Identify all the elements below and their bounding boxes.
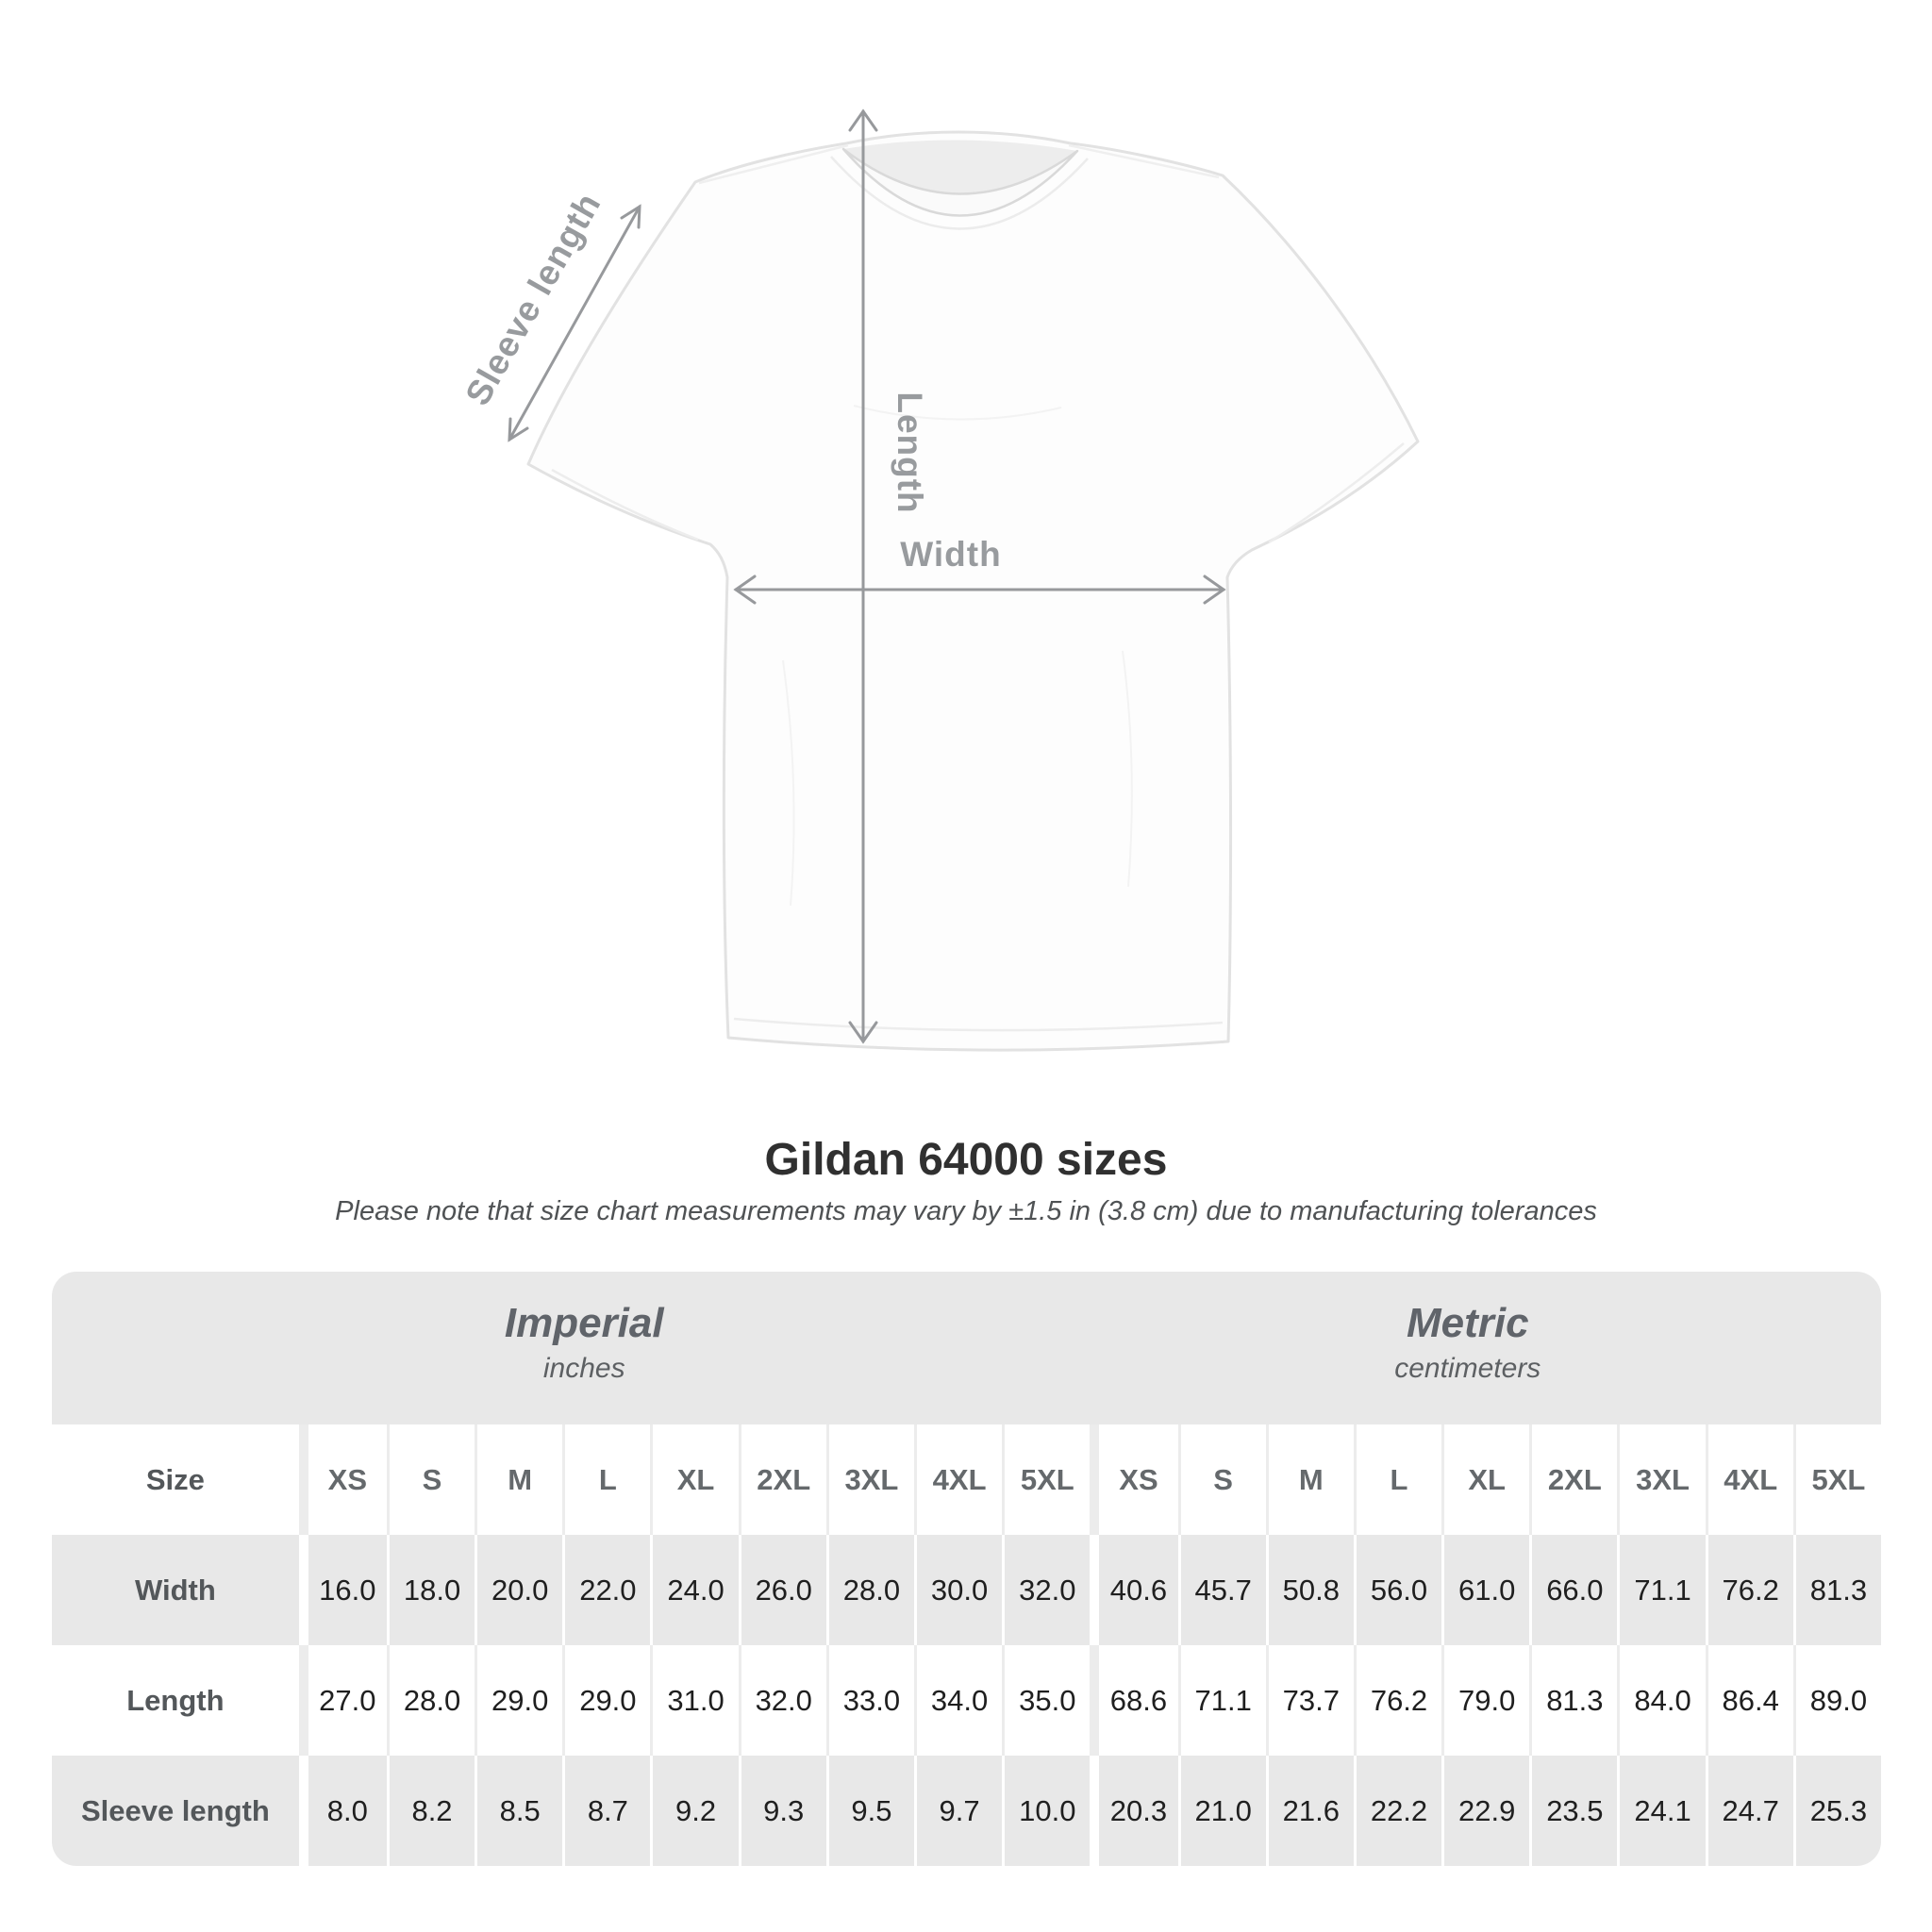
size-header-imperial-2xl: 2XL — [738, 1424, 826, 1535]
value-metric: 20.3 — [1090, 1756, 1178, 1866]
metric-header: Metric centimeters — [1394, 1299, 1541, 1390]
size-header-imperial-m: M — [475, 1424, 563, 1535]
value-metric: 81.3 — [1529, 1645, 1618, 1756]
size-header-imperial-4xl: 4XL — [914, 1424, 1003, 1535]
value-metric: 40.6 — [1090, 1535, 1178, 1645]
value-imperial: 29.0 — [475, 1645, 563, 1756]
size-header-imperial-s: S — [386, 1424, 475, 1535]
value-metric: 66.0 — [1529, 1535, 1618, 1645]
size-header-metric-5xl: 5XL — [1792, 1424, 1881, 1535]
value-metric: 84.0 — [1617, 1645, 1706, 1756]
width-label: Width — [900, 535, 1001, 574]
value-metric: 71.1 — [1177, 1645, 1266, 1756]
imperial-unit: inches — [542, 1353, 625, 1385]
size-header-metric-4xl: 4XL — [1705, 1424, 1793, 1535]
value-metric: 86.4 — [1705, 1645, 1793, 1756]
size-header-imperial-xl: XL — [650, 1424, 739, 1535]
value-imperial: 32.0 — [1002, 1535, 1091, 1645]
value-metric: 21.0 — [1177, 1756, 1266, 1866]
size-grid: Size XS S M L XL 2XL 3XL 4XL 5XL XS S M L XL 2XL 3XL 4XL 5… — [52, 1424, 1881, 1866]
value-imperial: 10.0 — [1002, 1756, 1091, 1866]
value-metric: 24.7 — [1705, 1756, 1793, 1866]
value-imperial: 35.0 — [1002, 1645, 1091, 1756]
value-metric: 25.3 — [1792, 1756, 1881, 1866]
size-header-metric-m: M — [1265, 1424, 1354, 1535]
value-imperial: 9.3 — [738, 1756, 826, 1866]
size-header-imperial-xs: XS — [298, 1424, 387, 1535]
units-header-band: Imperial inches Metric centimeters — [52, 1272, 1881, 1424]
value-metric: 56.0 — [1353, 1535, 1442, 1645]
value-metric: 81.3 — [1792, 1535, 1881, 1645]
value-imperial: 20.0 — [475, 1535, 563, 1645]
value-metric: 73.7 — [1265, 1645, 1354, 1756]
value-imperial: 8.0 — [298, 1756, 387, 1866]
value-imperial: 31.0 — [650, 1645, 739, 1756]
metric-title: Metric — [1406, 1300, 1529, 1347]
tolerance-note: Please note that size chart measurements… — [335, 1196, 1597, 1226]
size-header-metric-3xl: 3XL — [1617, 1424, 1706, 1535]
value-imperial: 30.0 — [914, 1535, 1003, 1645]
value-imperial: 29.0 — [562, 1645, 651, 1756]
value-metric: 24.1 — [1617, 1756, 1706, 1866]
value-metric: 23.5 — [1529, 1756, 1618, 1866]
value-metric: 89.0 — [1792, 1645, 1881, 1756]
size-header-metric-xl: XL — [1441, 1424, 1530, 1535]
size-header-metric-xs: XS — [1090, 1424, 1178, 1535]
size-header-imperial-5xl: 5XL — [1002, 1424, 1091, 1535]
value-imperial: 33.0 — [825, 1645, 914, 1756]
row-label-width: Width — [52, 1535, 299, 1645]
value-imperial: 8.5 — [475, 1756, 563, 1866]
value-imperial: 9.5 — [825, 1756, 914, 1866]
value-imperial: 32.0 — [738, 1645, 826, 1756]
page-title: Gildan 64000 sizes — [764, 1135, 1168, 1185]
size-header-imperial-l: L — [562, 1424, 651, 1535]
metric-unit: centimeters — [1394, 1353, 1541, 1385]
value-metric: 79.0 — [1441, 1645, 1530, 1756]
value-metric: 21.6 — [1265, 1756, 1354, 1866]
value-imperial: 9.2 — [650, 1756, 739, 1866]
row-label-length: Length — [52, 1645, 299, 1756]
value-imperial: 22.0 — [562, 1535, 651, 1645]
size-table: Imperial inches Metric centimeters Size X… — [52, 1272, 1881, 1866]
row-label-sleeve-length: Sleeve length — [52, 1756, 299, 1866]
value-imperial: 34.0 — [914, 1645, 1003, 1756]
value-imperial: 8.7 — [562, 1756, 651, 1866]
value-metric: 61.0 — [1441, 1535, 1530, 1645]
value-metric: 45.7 — [1177, 1535, 1266, 1645]
value-metric: 76.2 — [1353, 1645, 1442, 1756]
width-arrow — [733, 575, 1226, 605]
value-imperial: 27.0 — [298, 1645, 387, 1756]
sleeve-length-arrow — [508, 204, 641, 442]
value-metric: 71.1 — [1617, 1535, 1706, 1645]
tshirt-image — [526, 130, 1420, 1052]
value-imperial: 26.0 — [738, 1535, 826, 1645]
imperial-title: Imperial — [504, 1300, 664, 1347]
tshirt-measurement-diagram: Length Width Sleeve length — [458, 108, 1420, 1052]
value-imperial: 16.0 — [298, 1535, 387, 1645]
size-header-metric-l: L — [1353, 1424, 1442, 1535]
value-metric: 76.2 — [1705, 1535, 1793, 1645]
size-header-imperial-3xl: 3XL — [825, 1424, 914, 1535]
length-label: Length — [891, 391, 929, 513]
value-metric: 22.2 — [1353, 1756, 1442, 1866]
value-metric: 22.9 — [1441, 1756, 1530, 1866]
imperial-header: Imperial inches — [505, 1299, 664, 1390]
value-metric: 68.6 — [1090, 1645, 1178, 1756]
value-imperial: 9.7 — [914, 1756, 1003, 1866]
size-header-metric-s: S — [1177, 1424, 1266, 1535]
value-metric: 50.8 — [1265, 1535, 1354, 1645]
value-imperial: 28.0 — [825, 1535, 914, 1645]
value-imperial: 24.0 — [650, 1535, 739, 1645]
value-imperial: 28.0 — [386, 1645, 475, 1756]
size-header-metric-2xl: 2XL — [1529, 1424, 1618, 1535]
collar-band — [841, 147, 1079, 217]
value-imperial: 8.2 — [386, 1756, 475, 1866]
length-arrow — [848, 108, 878, 1044]
value-imperial: 18.0 — [386, 1535, 475, 1645]
size-column-header: Size — [52, 1424, 299, 1535]
